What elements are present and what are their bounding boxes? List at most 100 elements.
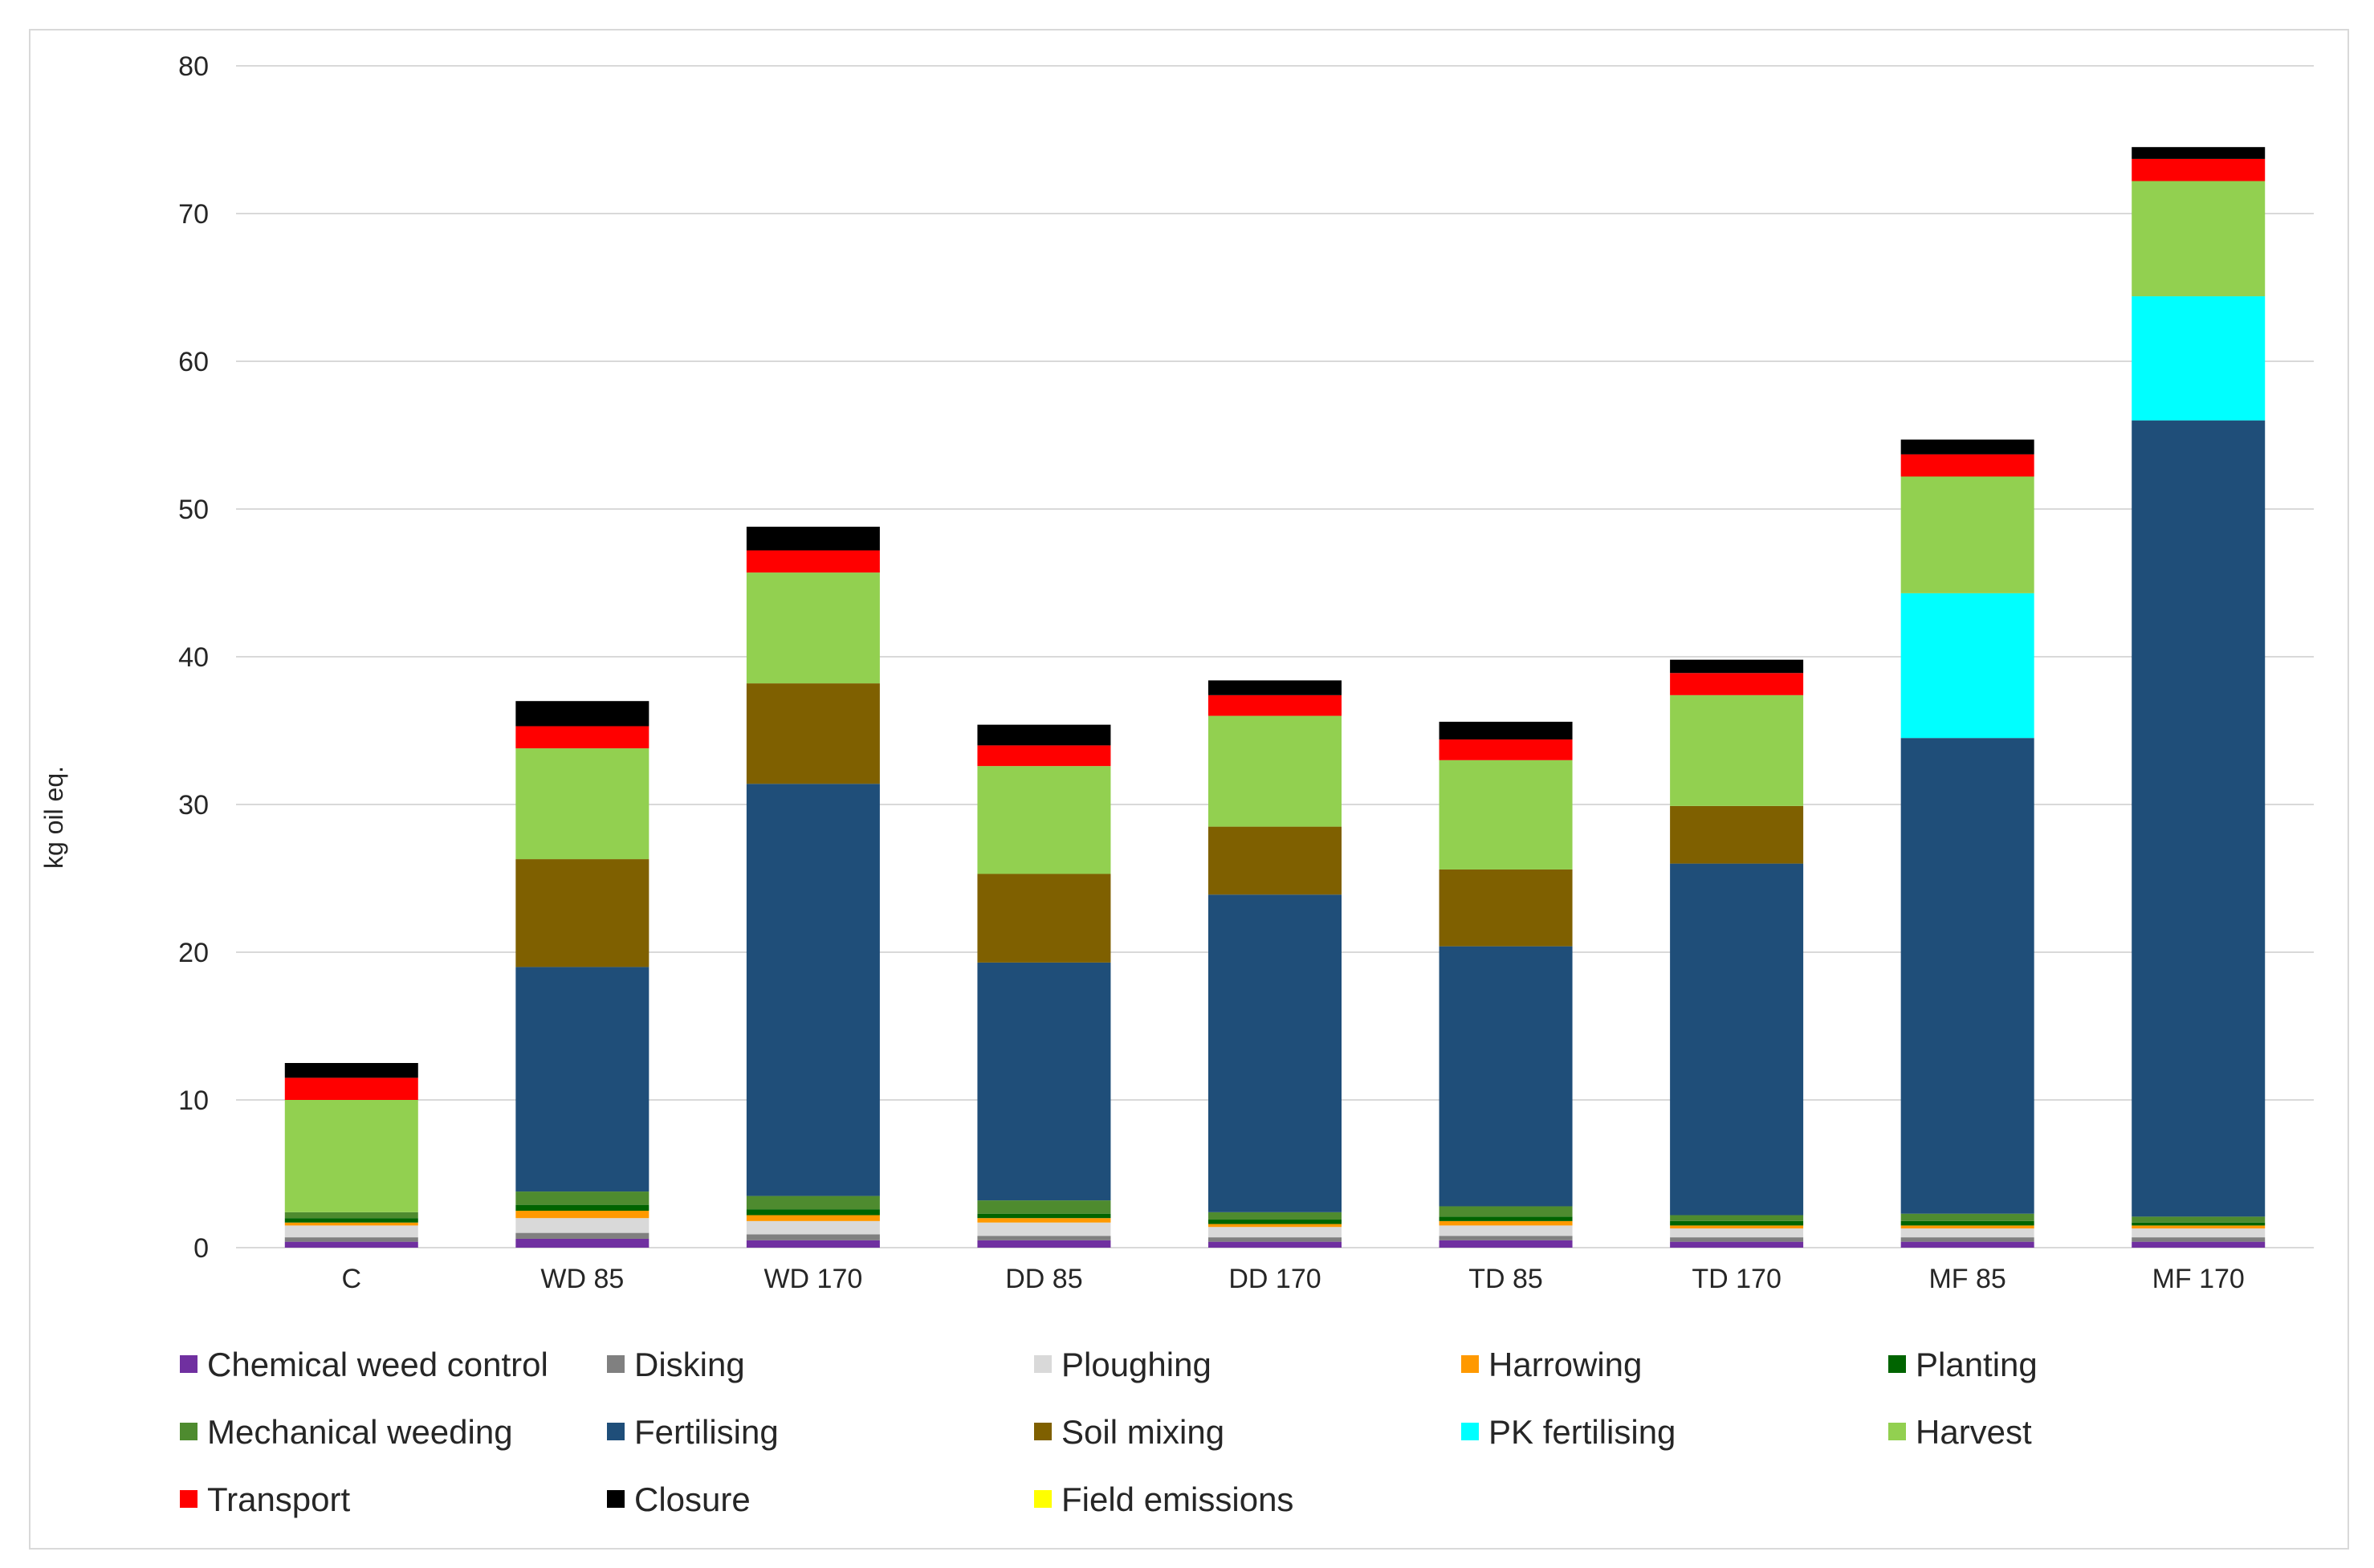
legend-label: Planting <box>1916 1346 2038 1383</box>
x-tick-label: TD 85 <box>1468 1264 1543 1294</box>
bar-segment-transport <box>746 550 880 573</box>
legend-item: Planting <box>1888 1346 2038 1383</box>
legend-swatch <box>180 1490 197 1508</box>
bar-segment-disking <box>1439 1236 1573 1240</box>
legend-item: Field emissions <box>1034 1480 1293 1518</box>
bar-segment-planting <box>1208 1220 1342 1224</box>
y-tick-label: 20 <box>178 938 209 968</box>
bar-segment-mechanical-weeding <box>515 1191 649 1205</box>
bar-segment-planting <box>284 1218 418 1223</box>
legend-label: Transport <box>207 1480 351 1518</box>
bar-segment-transport <box>1900 454 2034 477</box>
bar-segment-fertilising <box>977 962 1111 1201</box>
legend-swatch <box>607 1490 625 1508</box>
bar-segment-fertilising <box>1900 738 2034 1214</box>
legend-label: Mechanical weeding <box>207 1413 513 1451</box>
bar-segment-disking <box>2132 1237 2266 1242</box>
x-tick-label: WD 85 <box>540 1264 624 1294</box>
bar-segment-closure <box>977 724 1111 746</box>
legend-label: Closure <box>634 1480 751 1518</box>
bar-stack-mf-170 <box>2132 147 2266 1248</box>
bar-segment-closure <box>1439 721 1573 740</box>
legend-item: Transport <box>180 1480 351 1518</box>
legend-item: Fertilising <box>607 1413 779 1451</box>
bar-segment-fertilising <box>515 967 649 1192</box>
y-tick-label: 40 <box>178 642 209 673</box>
bar-segment-ploughing <box>1208 1227 1342 1238</box>
bar-segment-fertilising <box>1439 946 1573 1207</box>
bar-segment-chemical-weed-control <box>284 1241 418 1248</box>
bar-segment-closure <box>1208 680 1342 695</box>
bar-segment-chemical-weed-control <box>1900 1241 2034 1248</box>
x-axis-ticks: C WD 85 WD 170 DD 85 DD 170 TD 85 TD 170 MF 85 M… <box>341 1264 2244 1294</box>
bar-segment-harvest <box>2132 181 2266 297</box>
x-tick-label: WD 170 <box>764 1264 862 1294</box>
legend-label: Harrowing <box>1488 1346 1642 1383</box>
bar-segment-harrowing <box>977 1218 1111 1223</box>
bar-stack-td-85 <box>1439 721 1573 1248</box>
legend-swatch <box>607 1355 625 1373</box>
bar-segment-pk-fertilising <box>1900 593 2034 739</box>
bar-stack-dd-170 <box>1208 680 1342 1248</box>
legend-label: Field emissions <box>1061 1480 1293 1518</box>
bar-segment-chemical-weed-control <box>977 1240 1111 1248</box>
bar-segment-mechanical-weeding <box>2132 1216 2266 1223</box>
legend-swatch <box>1034 1423 1052 1440</box>
bar-segment-planting <box>1439 1216 1573 1221</box>
legend-item: Mechanical weeding <box>180 1413 513 1451</box>
bar-segment-chemical-weed-control <box>746 1240 880 1248</box>
bar-segment-transport <box>515 726 649 749</box>
y-tick-label: 30 <box>178 790 209 821</box>
stacked-bar-chart: 0 10 20 30 40 50 60 70 80 C WD 85 WD 170 DD 85 DD 17… <box>39 51 2314 1518</box>
bar-segment-fertilising <box>1208 894 1342 1212</box>
bar-segment-mechanical-weeding <box>746 1195 880 1210</box>
y-tick-label: 10 <box>178 1085 209 1116</box>
bar-segment-harrowing <box>284 1222 418 1226</box>
legend-item: Ploughing <box>1034 1346 1211 1383</box>
bar-stack-wd-170 <box>746 527 880 1248</box>
bar-segment-transport <box>1670 673 1804 695</box>
bar-segment-harrowing <box>1900 1225 2034 1229</box>
bar-segment-planting <box>746 1209 880 1216</box>
legend-label: Disking <box>634 1346 745 1383</box>
bar-segment-mechanical-weeding <box>1439 1206 1573 1217</box>
bar-segment-planting <box>1670 1220 1804 1226</box>
bar-segment-transport <box>2132 158 2266 181</box>
bar-segment-disking <box>1670 1237 1804 1242</box>
bar-segment-transport <box>1439 739 1573 760</box>
bar-segment-soil-mixing <box>1670 805 1804 864</box>
bar-segment-harrowing <box>746 1215 880 1221</box>
legend-label: Ploughing <box>1061 1346 1211 1383</box>
legend-swatch <box>180 1355 197 1373</box>
legend-item: Soil mixing <box>1034 1413 1224 1451</box>
bar-segment-disking <box>515 1232 649 1239</box>
bar-segment-closure <box>1900 439 2034 454</box>
legend-swatch <box>180 1423 197 1440</box>
bar-segment-soil-mixing <box>1208 826 1342 895</box>
bar-segment-closure <box>1670 659 1804 674</box>
bar-stack-c <box>284 1063 418 1248</box>
bar-segment-soil-mixing <box>746 683 880 784</box>
bar-segment-planting <box>515 1204 649 1211</box>
legend-label: Chemical weed control <box>207 1346 548 1383</box>
bar-segment-harvest <box>1208 715 1342 827</box>
x-tick-label: DD 170 <box>1228 1264 1321 1294</box>
bar-segment-planting <box>977 1213 1111 1219</box>
bar-segment-planting <box>1900 1220 2034 1226</box>
bar-segment-chemical-weed-control <box>1670 1241 1804 1248</box>
bar-segment-closure <box>2132 147 2266 159</box>
bar-segment-transport <box>1208 694 1342 716</box>
bar-segment-harvest <box>746 572 880 684</box>
bar-segment-harvest <box>1670 694 1804 806</box>
legend-swatch <box>1888 1423 1906 1440</box>
x-tick-label: TD 170 <box>1692 1264 1782 1294</box>
bar-segment-mechanical-weeding <box>977 1200 1111 1214</box>
legend: Chemical weed control Disking Ploughing Har… <box>180 1346 2038 1518</box>
bar-segment-fertilising <box>2132 420 2266 1217</box>
legend-item: PK fertilising <box>1461 1413 1676 1451</box>
bar-segment-harvest <box>1900 476 2034 593</box>
bar-segment-ploughing <box>2132 1228 2266 1238</box>
y-tick-label: 50 <box>178 495 209 525</box>
bar-segment-planting <box>2132 1222 2266 1226</box>
bar-stack-td-170 <box>1670 659 1804 1248</box>
